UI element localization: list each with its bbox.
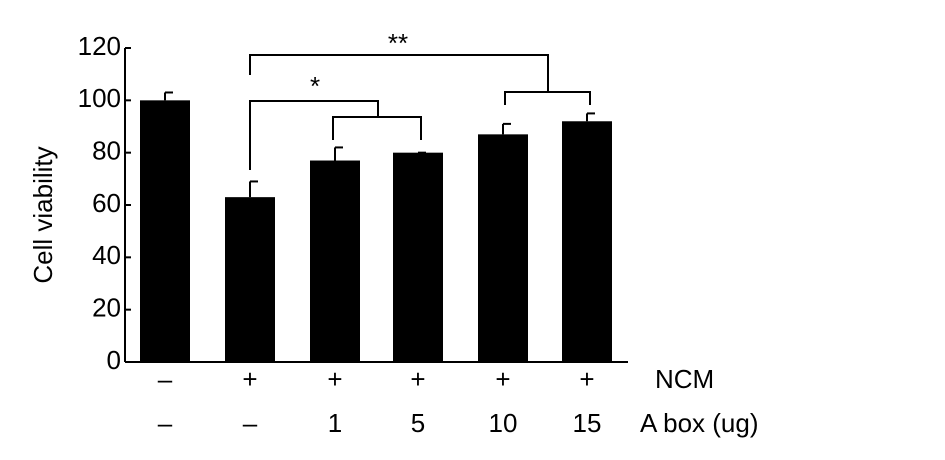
x-row-label: NCM [655, 364, 714, 394]
x-row-label: A box (ug) [640, 408, 759, 438]
x-tick-label: 10 [489, 408, 518, 438]
significance-brackets [249, 54, 591, 170]
x-tick-label: + [579, 364, 594, 394]
x-tick-label: – [243, 408, 258, 438]
y-tick-label: 0 [107, 345, 121, 375]
annotation: ** [388, 28, 408, 58]
bar [393, 152, 443, 362]
bar [478, 134, 528, 362]
x-tick-label: 1 [328, 408, 342, 438]
x-tick-label: – [158, 364, 173, 394]
x-tick-label: – [158, 408, 173, 438]
bar [310, 160, 360, 362]
bracket [249, 100, 379, 170]
x-tick-label: + [242, 364, 257, 394]
bar [225, 197, 275, 362]
annotation: * [310, 71, 320, 101]
bar [562, 121, 612, 363]
x-tick-label: + [410, 364, 425, 394]
bracket [504, 91, 591, 105]
y-tick-label: 40 [92, 240, 121, 270]
bar [140, 100, 190, 362]
bracket [332, 116, 422, 140]
y-tick-label: 60 [92, 188, 121, 218]
y-tick-label: 80 [92, 136, 121, 166]
y-tick-label: 120 [78, 31, 121, 61]
y-tick-label: 20 [92, 293, 121, 323]
x-tick-label: 15 [573, 408, 602, 438]
x-tick-label: + [495, 364, 510, 394]
bracket [249, 54, 549, 92]
x-tick-label: + [327, 364, 342, 394]
y-axis-label: Cell viability [28, 146, 58, 283]
x-tick-label: 5 [411, 408, 425, 438]
y-tick-label: 100 [78, 83, 121, 113]
